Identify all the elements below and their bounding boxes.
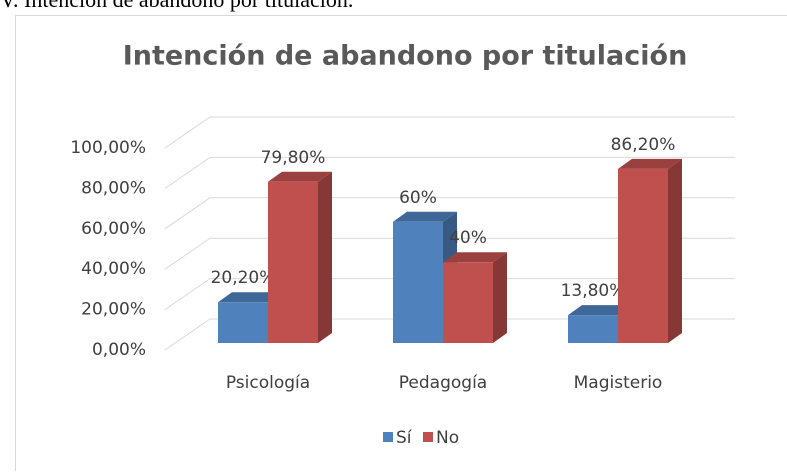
y-tick-label: 20,00% <box>81 300 146 320</box>
bar-face <box>668 159 682 343</box>
x-tick-label: Psicología <box>226 373 310 393</box>
x-tick-label: Pedagogía <box>399 373 487 393</box>
data-label: 13,80% <box>561 281 626 301</box>
caption: V. Intención de abandono por titulación. <box>0 0 353 12</box>
bar-face <box>443 262 493 343</box>
y-tick-label: 0,00% <box>92 340 146 360</box>
y-tick-label: 60,00% <box>81 219 146 239</box>
legend-label: No <box>436 428 459 448</box>
data-label: 40% <box>449 228 487 248</box>
bar <box>268 172 332 343</box>
y-tick-label: 40,00% <box>81 259 146 279</box>
bar <box>618 159 682 343</box>
data-label: 60% <box>399 188 437 208</box>
legend-swatch <box>423 432 433 442</box>
bar-face <box>393 222 443 343</box>
data-label: 20,20% <box>211 268 276 288</box>
data-label: 79,80% <box>261 148 326 168</box>
x-tick-label: Magisterio <box>574 373 663 393</box>
bar-face <box>318 172 332 343</box>
bar-face <box>493 252 507 343</box>
y-tick-label: 80,00% <box>81 178 146 198</box>
y-tick-label: 100,00% <box>70 138 146 158</box>
bar-face <box>568 315 618 343</box>
legend-swatch <box>383 432 393 442</box>
bar-face <box>618 169 668 343</box>
bar <box>443 252 507 343</box>
data-label: 86,20% <box>611 135 676 155</box>
bar-face <box>268 182 318 343</box>
legend-label: Sí <box>396 428 413 448</box>
bar-face <box>218 302 268 343</box>
chart-title: Intención de abandono por titulación <box>123 41 688 72</box>
